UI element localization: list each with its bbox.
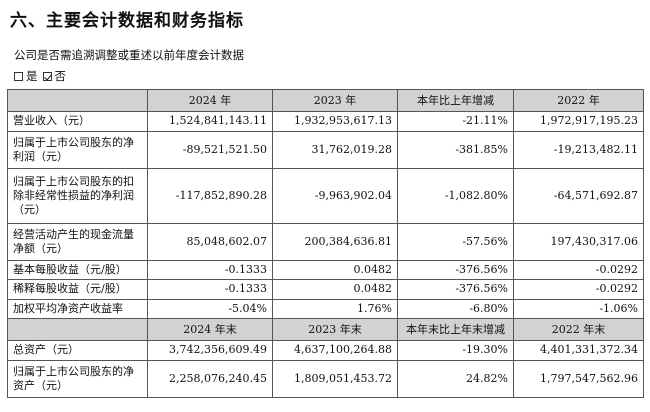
value-2022: -0.0292 bbox=[513, 259, 644, 280]
value-2023-end: 4,637,100,264.88 bbox=[272, 340, 398, 361]
value-2022: -19,213,482.11 bbox=[513, 130, 644, 169]
value-2023: 1.76% bbox=[272, 298, 398, 319]
value-2023: 31,762,019.28 bbox=[272, 130, 398, 169]
value-2023: 200,384,636.81 bbox=[272, 222, 398, 261]
financial-indicators-table: 2024 年 2023 年 本年比上年增减 2022 年 营业收入（元） 1,5… bbox=[7, 89, 644, 398]
choice-yes-label: 是 bbox=[26, 69, 38, 83]
value-2022-end: 4,401,331,372.34 bbox=[513, 340, 644, 361]
row-label: 加权平均净资产收益率 bbox=[7, 298, 148, 319]
table-subheader-row: 2024 年末 2023 年末 本年末比上年末增减 2022 年末 bbox=[7, 318, 644, 341]
value-2022: -0.0292 bbox=[513, 279, 644, 300]
restatement-choices: 是 否 bbox=[14, 68, 66, 84]
header-cell: 2024 年 bbox=[147, 89, 273, 112]
row-label: 经营活动产生的现金流量净额（元） bbox=[7, 222, 148, 261]
value-2023: 0.0482 bbox=[272, 259, 398, 280]
table-row: 归属于上市公司股东的净利润（元） -89,521,521.50 31,762,0… bbox=[7, 130, 644, 169]
value-2024-end: 2,258,076,240.45 bbox=[147, 359, 273, 398]
table-row: 总资产（元） 3,742,356,609.49 4,637,100,264.88… bbox=[7, 340, 644, 361]
value-2022: 1,972,917,195.23 bbox=[513, 111, 644, 132]
value-change: -19.30% bbox=[397, 340, 514, 361]
value-2023: 0.0482 bbox=[272, 279, 398, 300]
row-label: 基本每股收益（元/股） bbox=[7, 259, 148, 280]
table-row: 经营活动产生的现金流量净额（元） 85,048,602.07 200,384,6… bbox=[7, 222, 644, 261]
row-label: 归属于上市公司股东的净利润（元） bbox=[7, 130, 148, 169]
value-2022: -64,571,692.87 bbox=[513, 167, 644, 224]
value-2022: 197,430,317.06 bbox=[513, 222, 644, 261]
header-cell: 2023 年末 bbox=[272, 318, 398, 341]
restatement-question: 公司是否需追溯调整或重述以前年度会计数据 bbox=[14, 48, 244, 62]
value-2023-end: 1,809,051,453.72 bbox=[272, 359, 398, 398]
choice-no-label: 否 bbox=[54, 69, 67, 83]
choice-no-checkbox bbox=[42, 71, 52, 81]
value-change: 24.82% bbox=[397, 359, 514, 398]
value-change: -21.11% bbox=[397, 111, 514, 132]
value-change: -57.56% bbox=[397, 222, 514, 261]
value-change: -381.85% bbox=[397, 130, 514, 169]
value-2023: -9,963,902.04 bbox=[272, 167, 398, 224]
header-cell: 2024 年末 bbox=[147, 318, 273, 341]
value-2024: -89,521,521.50 bbox=[147, 130, 273, 169]
value-2022-end: 1,797,547,562.96 bbox=[513, 359, 644, 398]
row-label: 稀释每股收益（元/股） bbox=[7, 279, 148, 300]
value-change: -376.56% bbox=[397, 279, 514, 300]
row-label: 总资产（元） bbox=[7, 340, 148, 361]
table-row: 归属于上市公司股东的扣除非经常性损益的净利润（元） -117,852,890.2… bbox=[7, 167, 644, 224]
row-label: 营业收入（元） bbox=[7, 111, 148, 132]
header-cell bbox=[7, 318, 148, 341]
header-cell: 本年比上年增减 bbox=[397, 89, 514, 112]
value-2024-end: 3,742,356,609.49 bbox=[147, 340, 273, 361]
table-row: 归属于上市公司股东的净资产（元） 2,258,076,240.45 1,809,… bbox=[7, 359, 644, 398]
table-row: 营业收入（元） 1,524,841,143.11 1,932,953,617.1… bbox=[7, 111, 644, 132]
table-row: 加权平均净资产收益率 -5.04% 1.76% -6.80% -1.06% bbox=[7, 298, 644, 319]
header-cell: 本年末比上年末增减 bbox=[397, 318, 514, 341]
value-2024: -0.1333 bbox=[147, 259, 273, 280]
value-2024: 1,524,841,143.11 bbox=[147, 111, 273, 132]
header-cell: 2022 年末 bbox=[513, 318, 644, 341]
row-label: 归属于上市公司股东的净资产（元） bbox=[7, 359, 148, 398]
value-2024: -117,852,890.28 bbox=[147, 167, 273, 224]
value-2022: -1.06% bbox=[513, 298, 644, 319]
value-change: -376.56% bbox=[397, 259, 514, 280]
section-title: 六、主要会计数据和财务指标 bbox=[10, 11, 244, 31]
table-row: 稀释每股收益（元/股） -0.1333 0.0482 -376.56% -0.0… bbox=[7, 279, 644, 300]
header-cell: 2023 年 bbox=[272, 89, 398, 112]
value-2023: 1,932,953,617.13 bbox=[272, 111, 398, 132]
row-label: 归属于上市公司股东的扣除非经常性损益的净利润（元） bbox=[7, 167, 148, 224]
value-2024: 85,048,602.07 bbox=[147, 222, 273, 261]
table-header-row: 2024 年 2023 年 本年比上年增减 2022 年 bbox=[7, 89, 644, 112]
header-cell: 2022 年 bbox=[513, 89, 644, 112]
value-change: -6.80% bbox=[397, 298, 514, 319]
choice-yes-checkbox bbox=[14, 71, 23, 81]
value-2024: -5.04% bbox=[147, 298, 273, 319]
table-row: 基本每股收益（元/股） -0.1333 0.0482 -376.56% -0.0… bbox=[7, 259, 644, 280]
value-change: -1,082.80% bbox=[397, 167, 514, 224]
header-cell bbox=[7, 89, 148, 112]
value-2024: -0.1333 bbox=[147, 279, 273, 300]
